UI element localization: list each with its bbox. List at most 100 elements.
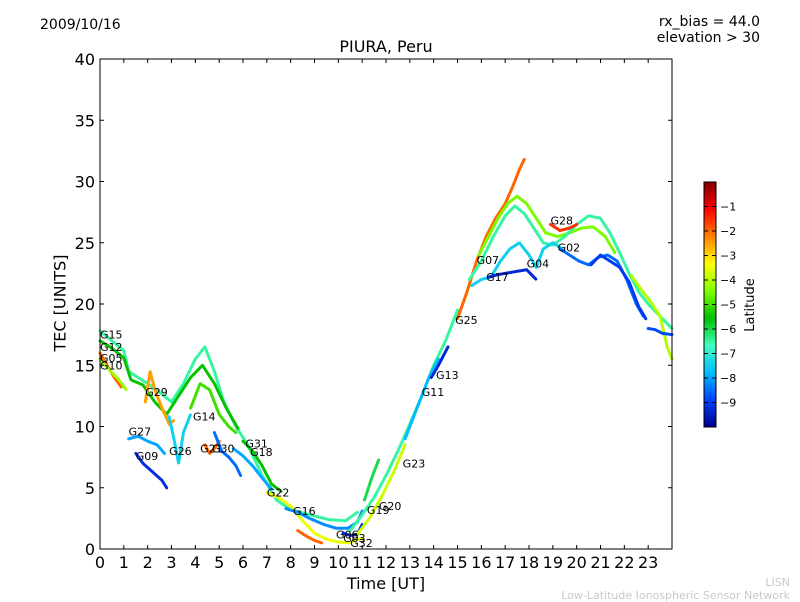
- x-tick-label: 18: [519, 553, 539, 572]
- series-g25: [456, 157, 526, 321]
- y-tick-label: 20: [75, 295, 95, 314]
- colorbar-tick-label: −9: [720, 397, 736, 410]
- y-tick-label: 30: [75, 173, 95, 192]
- x-tick-label: 4: [190, 553, 200, 572]
- x-tick-label: 10: [328, 553, 348, 572]
- sat-label-g23: G23: [403, 457, 426, 470]
- y-tick-label: 10: [75, 418, 95, 437]
- colorbar-tick-label: −8: [720, 372, 736, 385]
- colorbar-tick-label: −1: [720, 201, 736, 214]
- series-g11: [403, 357, 440, 441]
- x-tick-label: 13: [400, 553, 420, 572]
- x-tick-label: 8: [286, 553, 296, 572]
- colorbar-tick-label: −7: [720, 348, 736, 361]
- sat-label-g20: G20: [379, 500, 402, 513]
- sat-label-g18: G18: [250, 446, 273, 459]
- series-g06: [296, 529, 324, 545]
- series-g19: [363, 458, 381, 502]
- series-g31: [241, 439, 283, 493]
- footer: LISN Low-Latitude Ionospheric Sensor Net…: [561, 576, 790, 602]
- series-g28: [549, 222, 579, 232]
- sat-label-g11: G11: [422, 386, 445, 399]
- plot-marks: [98, 157, 674, 545]
- y-tick-label: 35: [75, 111, 95, 130]
- series-g23: [348, 308, 459, 533]
- sat-label-g31: G31: [245, 438, 268, 451]
- x-tick-label: 21: [590, 553, 610, 572]
- sat-label-g09: G09: [136, 450, 159, 463]
- rx-bias-label: rx_bias = 44.0 elevation > 30: [657, 14, 760, 46]
- x-tick-label: 11: [352, 553, 372, 572]
- x-tick-label: 22: [614, 553, 634, 572]
- series-g07: [477, 194, 617, 257]
- x-tick-label: 12: [376, 553, 396, 572]
- x-axis-label: Time [UT]: [346, 574, 426, 593]
- series-g22: [265, 491, 364, 545]
- series-g14: [189, 382, 238, 435]
- series-g20: [355, 443, 407, 536]
- series-g27: [127, 434, 166, 455]
- elevation-text: elevation > 30: [656, 30, 760, 46]
- x-tick-label: 2: [143, 553, 153, 572]
- x-tick-label: 5: [214, 553, 224, 572]
- x-tick-label: 19: [543, 553, 563, 572]
- sat-label-g05: G05: [100, 352, 123, 365]
- sat-label-g19: G19: [367, 504, 390, 517]
- y-tick-label: 15: [75, 356, 95, 375]
- sat-label-g03: G03: [343, 532, 366, 545]
- footer-network: Low-Latitude Ionospheric Sensor Network: [561, 589, 790, 602]
- sat-label-g14: G14: [193, 411, 216, 424]
- series-g26: [167, 412, 193, 465]
- date-label: 2009/10/16: [40, 17, 121, 33]
- colorbar-tick-label: −2: [720, 225, 736, 238]
- series-g13: [429, 345, 450, 379]
- x-tick-label: 1: [119, 553, 129, 572]
- series-g09: [134, 451, 169, 490]
- sat-label-g29: G29: [145, 386, 168, 399]
- x-tick-label: 17: [495, 553, 515, 572]
- sat-label-g17: G17: [486, 271, 509, 284]
- series-g24: [646, 327, 674, 337]
- y-tick-label: 0: [85, 540, 95, 559]
- y-ticks: 0 5 10 15 20 25 30 35 40: [75, 50, 672, 559]
- chart-title: PIURA, Peru: [339, 37, 433, 56]
- series-g18: [232, 447, 274, 491]
- series-g30: [212, 431, 243, 477]
- series-g12: [98, 339, 240, 431]
- colorbar-tick-label: −4: [720, 274, 736, 287]
- x-tick-label: 6: [238, 553, 248, 572]
- rx-bias-text: rx_bias = 44.0: [658, 14, 760, 30]
- sat-label-g16: G16: [293, 505, 316, 518]
- sat-label-g04: G04: [527, 258, 550, 271]
- series-g02c: [589, 253, 648, 321]
- x-tick-label: 15: [447, 553, 467, 572]
- colorbar-label: Latitude: [743, 278, 758, 332]
- x-tick-label: 16: [471, 553, 491, 572]
- y-tick-label: 25: [75, 234, 95, 253]
- x-ticks: 0 1 2 3 4 5 6 7 8 9 10 11 12 13 14 15 16 17 18 19 20 21 22 23: [95, 59, 658, 572]
- sat-label-g07: G07: [477, 254, 500, 267]
- sat-label-g21: G21: [200, 443, 223, 456]
- y-tick-label: 40: [75, 50, 95, 69]
- sat-label-g30: G30: [212, 443, 235, 456]
- colorbar-tick-label: −6: [720, 323, 736, 336]
- sat-label-g02: G02: [558, 242, 581, 255]
- x-tick-label: 7: [262, 553, 272, 572]
- series-g04: [487, 268, 538, 281]
- colorbar-tick-label: −3: [720, 250, 736, 263]
- colorbar-ticks: −9 −8 −7 −6 −5 −4 −3 −2 −1: [704, 201, 736, 410]
- sat-label-g15: G15: [100, 329, 123, 342]
- sat-label-g13: G13: [436, 369, 459, 382]
- sat-label-g28: G28: [550, 215, 573, 228]
- x-tick-label: 14: [423, 553, 443, 572]
- sat-label-g32: G32: [350, 537, 373, 550]
- x-tick-label: 9: [309, 553, 319, 572]
- sat-label-g12: G12: [100, 341, 123, 354]
- y-tick-label: 5: [85, 479, 95, 498]
- footer-lisn: LISN: [765, 576, 790, 589]
- colorbar: −9 −8 −7 −6 −5 −4 −3 −2 −1 Latitude: [703, 181, 758, 428]
- sat-label-g10: G10: [100, 359, 123, 372]
- series-g07b: [467, 204, 674, 330]
